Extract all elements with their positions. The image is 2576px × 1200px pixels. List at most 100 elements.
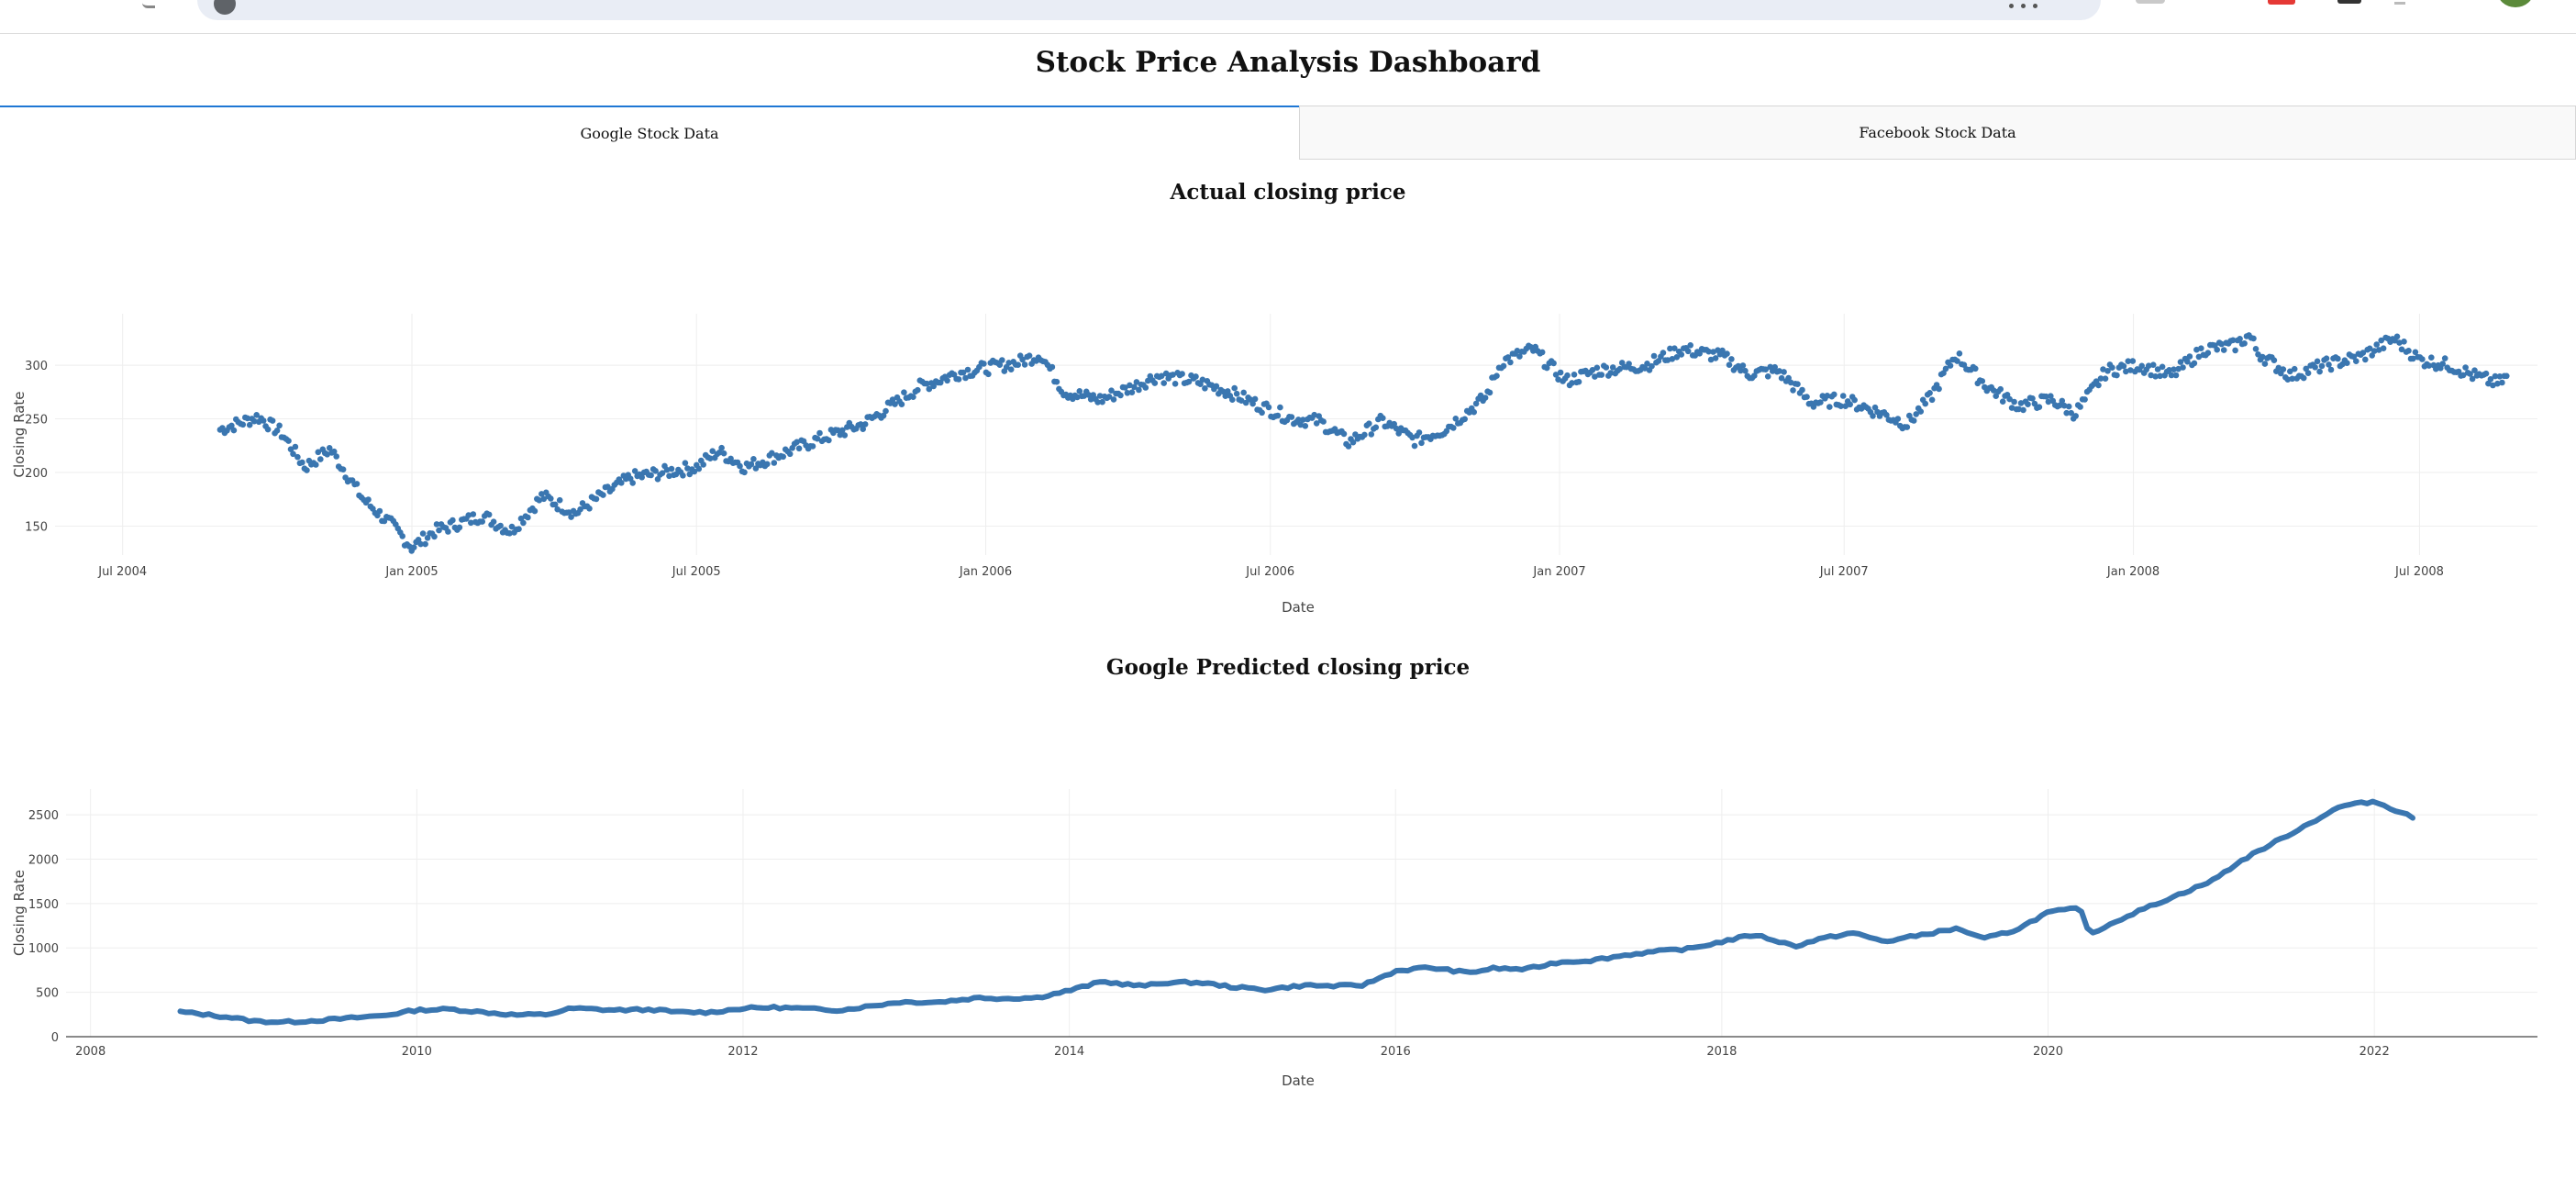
data-point bbox=[2171, 366, 2177, 372]
data-point bbox=[659, 470, 666, 476]
data-point bbox=[1516, 353, 1523, 360]
x-tick-label: 2022 bbox=[2359, 1045, 2390, 1059]
x-tick-label: 2010 bbox=[402, 1045, 432, 1059]
data-point bbox=[880, 412, 887, 419]
data-point bbox=[2280, 366, 2287, 372]
more-options-icon[interactable] bbox=[2009, 0, 2064, 8]
profile-avatar[interactable] bbox=[2497, 0, 2534, 7]
address-bar[interactable] bbox=[197, 0, 2101, 20]
y-axis-title: Closing Rate bbox=[11, 870, 28, 956]
data-point bbox=[2177, 359, 2184, 365]
data-point bbox=[1910, 417, 1917, 424]
tab-bar: Google Stock Data Facebook Stock Data bbox=[0, 106, 2576, 161]
extension-icon[interactable] bbox=[2394, 0, 2405, 5]
tab-google-stock-data[interactable]: Google Stock Data bbox=[0, 106, 1299, 160]
y-tick-label: 250 bbox=[25, 414, 48, 428]
data-point bbox=[1552, 372, 1560, 378]
extension-icon[interactable] bbox=[2136, 0, 2165, 4]
data-point bbox=[1085, 392, 1092, 398]
data-point bbox=[1136, 386, 1142, 394]
data-point bbox=[1142, 384, 1149, 391]
data-point bbox=[1372, 424, 1380, 431]
data-point bbox=[748, 461, 755, 468]
back-arrow-icon[interactable] bbox=[142, 0, 155, 8]
data-point bbox=[1660, 350, 1667, 356]
data-point bbox=[1249, 400, 1256, 407]
site-info-icon[interactable] bbox=[214, 0, 236, 15]
data-point bbox=[2168, 372, 2175, 379]
data-point bbox=[837, 431, 844, 439]
data-point bbox=[2063, 409, 2070, 417]
data-point bbox=[2214, 346, 2220, 353]
data-point bbox=[1472, 400, 1480, 407]
data-point bbox=[1477, 392, 1484, 399]
data-point bbox=[1366, 420, 1372, 427]
data-point bbox=[324, 451, 331, 458]
data-point bbox=[1094, 399, 1101, 406]
data-point bbox=[554, 506, 561, 513]
data-point bbox=[1956, 350, 1963, 357]
data-point bbox=[1771, 363, 1778, 371]
tab-facebook-stock-data[interactable]: Facebook Stock Data bbox=[1299, 106, 2576, 160]
data-point bbox=[1972, 365, 1979, 372]
data-point bbox=[1926, 390, 1933, 396]
data-point bbox=[2312, 364, 2318, 371]
y-tick-label: 2000 bbox=[28, 853, 59, 867]
data-point bbox=[2499, 379, 2505, 386]
data-point bbox=[2441, 355, 2448, 361]
data-point bbox=[1313, 420, 1320, 427]
data-point bbox=[536, 497, 543, 504]
data-point bbox=[1158, 372, 1165, 380]
data-point bbox=[239, 421, 247, 428]
data-point bbox=[786, 450, 794, 458]
data-point bbox=[2412, 349, 2419, 356]
data-point bbox=[2232, 347, 2238, 354]
data-point bbox=[2362, 356, 2369, 363]
data-point bbox=[1202, 385, 1208, 392]
data-point bbox=[2304, 370, 2312, 376]
data-point bbox=[2006, 395, 2013, 403]
data-point bbox=[2218, 340, 2225, 348]
data-point bbox=[304, 467, 310, 473]
data-point bbox=[835, 427, 841, 434]
data-point bbox=[2100, 366, 2106, 372]
extension-icon[interactable] bbox=[2337, 0, 2361, 4]
data-point bbox=[1538, 349, 1546, 356]
data-point bbox=[1739, 362, 1747, 369]
data-point bbox=[1641, 365, 1649, 372]
data-point bbox=[317, 456, 324, 462]
data-point bbox=[605, 483, 611, 490]
data-point bbox=[285, 438, 292, 444]
data-point bbox=[1790, 387, 1796, 394]
data-point bbox=[1311, 411, 1317, 418]
data-point bbox=[2316, 368, 2323, 375]
data-point bbox=[2072, 413, 2079, 419]
data-point bbox=[666, 472, 672, 480]
data-point bbox=[2152, 373, 2159, 380]
data-point bbox=[1928, 396, 1936, 404]
data-point bbox=[1616, 365, 1623, 372]
data-point bbox=[816, 429, 823, 437]
data-point bbox=[1936, 385, 1942, 393]
data-point bbox=[2318, 362, 2326, 370]
data-point bbox=[741, 469, 748, 476]
data-point bbox=[2036, 404, 2043, 410]
data-point bbox=[1179, 371, 1185, 377]
extension-icon[interactable] bbox=[2268, 0, 2295, 5]
data-point bbox=[1259, 409, 1265, 417]
data-point bbox=[2011, 398, 2017, 406]
data-point bbox=[445, 528, 451, 535]
data-point bbox=[1005, 360, 1012, 366]
data-point bbox=[551, 501, 559, 508]
data-point bbox=[2172, 372, 2180, 379]
data-point bbox=[841, 432, 849, 439]
data-point bbox=[1443, 428, 1450, 435]
data-point bbox=[422, 540, 428, 548]
data-point bbox=[485, 511, 493, 518]
data-point bbox=[2426, 362, 2433, 369]
data-point bbox=[2260, 353, 2266, 361]
data-point bbox=[2252, 346, 2260, 352]
data-point bbox=[718, 444, 725, 451]
data-point bbox=[2327, 366, 2335, 373]
data-point bbox=[716, 450, 723, 456]
